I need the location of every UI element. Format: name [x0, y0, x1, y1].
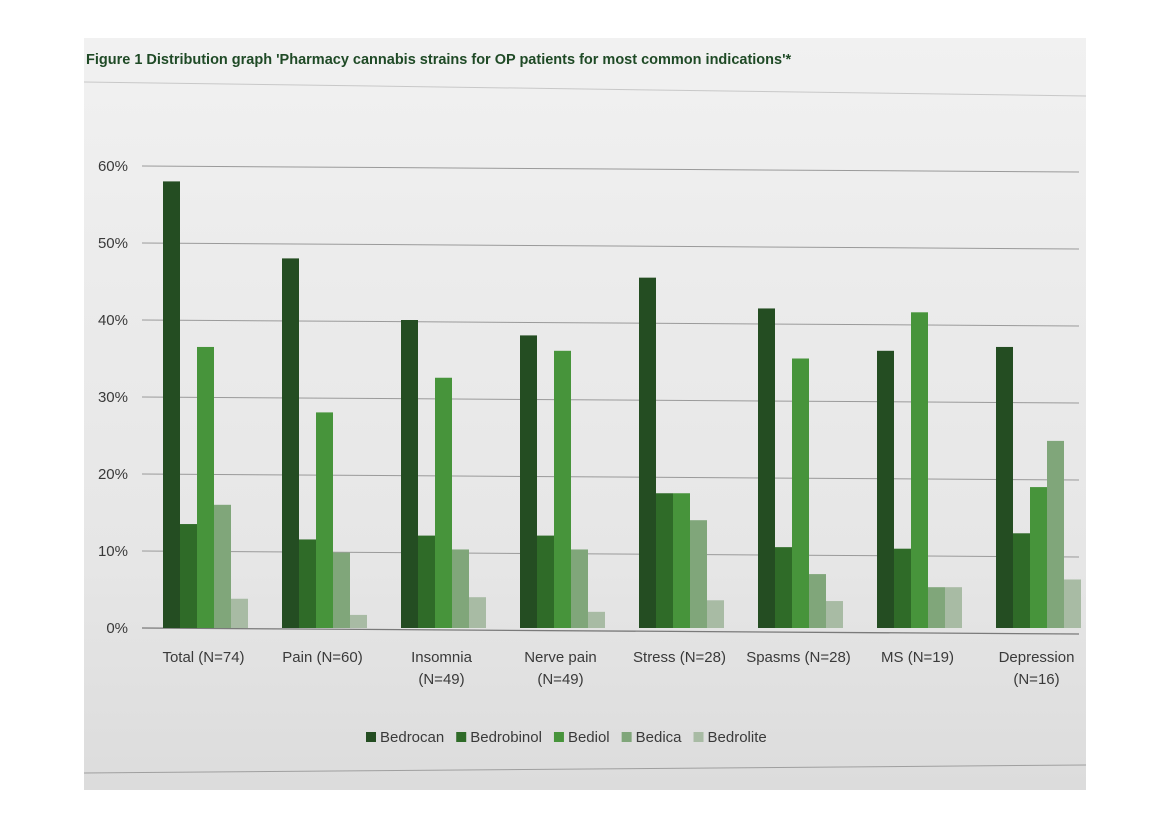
y-tick-label: 40% — [98, 312, 128, 329]
bar-bedica-4 — [690, 520, 707, 628]
x-axis-labels: Total (N=74) Pain (N=60) Insomnia (N=49) Ner… — [162, 649, 1074, 688]
bar-bedrolite-7 — [1064, 579, 1081, 628]
bar-bedica-1 — [333, 552, 350, 628]
bar-bedrobinol-5 — [775, 547, 792, 628]
bar-bedrolite-5 — [826, 601, 843, 628]
bar-bedrolite-1 — [350, 614, 367, 628]
gridline — [141, 242, 1080, 250]
bar-bedica-3 — [571, 549, 588, 628]
y-tick-label: 10% — [98, 543, 128, 560]
bar-bedrocan-2 — [401, 320, 418, 628]
bar-bedrolite-4 — [707, 600, 724, 628]
legend: Bedrocan Bedrobinol Bediol Bedica Bedrolite — [366, 729, 767, 746]
y-tick-label: 30% — [98, 389, 128, 406]
gridline — [141, 165, 1080, 173]
bar-bedrobinol-1 — [299, 539, 316, 628]
bar-bedica-0 — [214, 504, 231, 628]
bar-bedica-5 — [809, 574, 826, 628]
legend-swatch-bedrolite — [693, 732, 704, 742]
y-tick-label: 60% — [98, 158, 128, 175]
x-tick-label: Stress (N=28) — [633, 649, 726, 666]
bar-bedrocan-6 — [877, 350, 894, 628]
chart-title: Figure 1 Distribution graph 'Pharmacy ca… — [86, 52, 792, 68]
bar-bedrocan-1 — [282, 258, 299, 628]
bar-bediol-5 — [792, 358, 809, 628]
bar-bedrolite-0 — [231, 598, 248, 628]
legend-label-bedrocan: Bedrocan — [380, 729, 444, 746]
bar-bedrocan-4 — [639, 277, 656, 628]
x-tick-label: (N=49) — [537, 671, 583, 688]
bar-bedrocan-0 — [163, 181, 180, 628]
legend-label-bedrobinol: Bedrobinol — [470, 729, 542, 746]
bar-chart: 0% 10% 20% 30% 40% 50% 60% Total (N=74) Pain (N… — [84, 81, 1086, 774]
legend-label-bedrolite: Bedrolite — [708, 729, 767, 746]
bar-bedrolite-2 — [469, 597, 486, 628]
bar-bedrocan-3 — [520, 335, 537, 628]
gridline — [141, 627, 1080, 635]
legend-swatch-bedrobinol — [456, 732, 467, 742]
x-tick-label: (N=16) — [1013, 671, 1059, 688]
bar-bedica-2 — [452, 549, 469, 628]
bottom-rule — [84, 764, 1086, 774]
y-tick-label: 0% — [106, 620, 128, 637]
x-tick-label: Nerve pain — [524, 649, 597, 666]
bar-bedrobinol-4 — [656, 493, 673, 628]
x-tick-label: Depression — [999, 649, 1075, 666]
x-tick-label: (N=49) — [418, 671, 464, 688]
legend-label-bediol: Bediol — [568, 729, 610, 746]
bar-bedrolite-3 — [588, 611, 605, 628]
legend-swatch-bediol — [553, 732, 564, 742]
chart-photo: Figure 1 Distribution graph 'Pharmacy ca… — [84, 38, 1086, 790]
bar-bediol-3 — [554, 350, 571, 628]
bar-bedica-6 — [928, 587, 945, 628]
y-tick-label: 50% — [98, 235, 128, 252]
x-tick-label: Pain (N=60) — [282, 649, 362, 666]
bar-bediol-7 — [1030, 487, 1047, 628]
bar-bediol-0 — [197, 346, 214, 628]
bar-bedrobinol-6 — [894, 548, 911, 628]
legend-label-bedica: Bedica — [636, 729, 683, 746]
bar-bediol-6 — [911, 312, 928, 628]
gridlines — [84, 81, 1086, 774]
y-tick-label: 20% — [98, 466, 128, 483]
bar-bedrobinol-0 — [180, 524, 197, 628]
bar-bedrolite-6 — [945, 587, 962, 628]
x-tick-label: MS (N=19) — [881, 649, 954, 666]
bar-bedrocan-7 — [996, 346, 1013, 628]
x-tick-label: Spasms (N=28) — [746, 649, 851, 666]
bar-bedica-7 — [1047, 440, 1064, 628]
bar-bedrocan-5 — [758, 308, 775, 628]
legend-swatch-bedica — [621, 732, 632, 742]
legend-swatch-bedrocan — [366, 732, 376, 742]
y-axis-ticks: 0% 10% 20% 30% 40% 50% 60% — [98, 158, 128, 637]
bar-bedrobinol-7 — [1013, 533, 1030, 628]
bar-bedrobinol-2 — [418, 535, 435, 628]
bar-bediol-4 — [673, 493, 690, 628]
bars — [163, 181, 1081, 628]
bar-bediol-2 — [435, 377, 452, 628]
bar-bediol-1 — [316, 412, 333, 628]
x-tick-label: Insomnia — [411, 649, 473, 666]
bar-bedrobinol-3 — [537, 535, 554, 628]
top-rule — [84, 81, 1086, 97]
x-tick-label: Total (N=74) — [162, 649, 244, 666]
